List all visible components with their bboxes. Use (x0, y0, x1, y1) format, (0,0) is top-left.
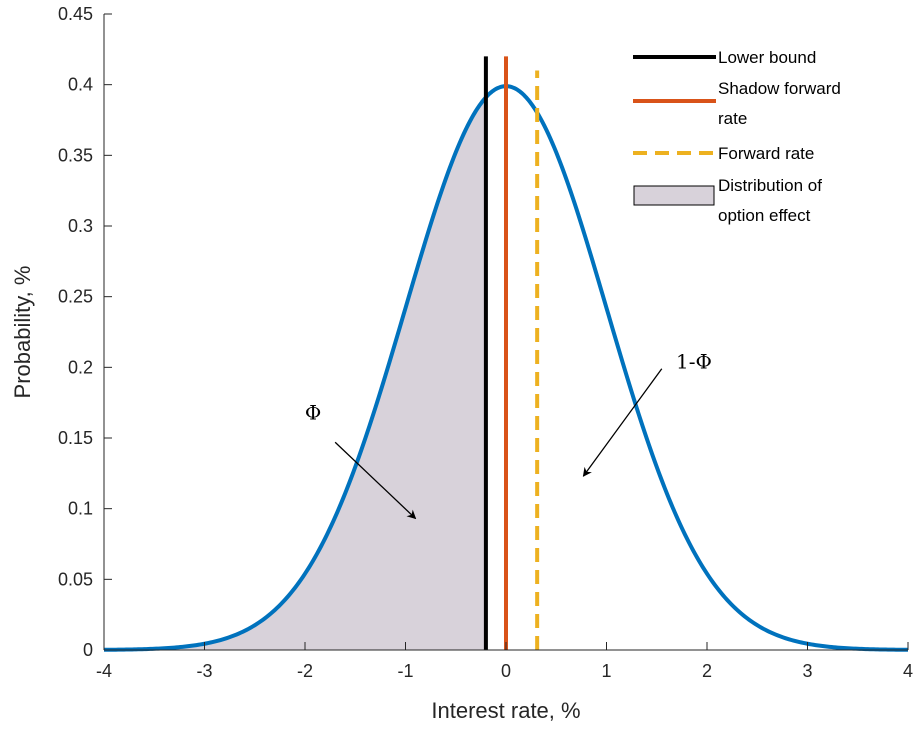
legend-label-distribution: Distribution of option effect (718, 176, 827, 225)
y-axis-title: Probability, % (10, 266, 35, 399)
annotation-arrow-phi (334, 441, 417, 520)
annotation-arrow-one-minus-phi (582, 368, 663, 477)
x-axis-title: Interest rate, % (431, 698, 580, 723)
annotation-label-phi: Φ (305, 401, 321, 425)
x-tick-label: -1 (397, 661, 413, 681)
lines-layer (103, 56, 909, 652)
legend-label-shadow-forward-rate-line2: rate (718, 109, 747, 128)
area-layer (104, 97, 486, 650)
y-tick-label: 0.2 (68, 357, 93, 377)
x-tick-label: 4 (903, 661, 913, 681)
x-tick-label: 0 (501, 661, 511, 681)
legend-label-lower-bound: Lower bound (718, 48, 816, 67)
x-tick-label: -2 (297, 661, 313, 681)
legend-label-shadow-forward-rate: Shadow forward rate (718, 79, 846, 128)
legend-label-shadow-forward-rate-line1: Shadow forward (718, 79, 841, 98)
x-tick-label: -3 (196, 661, 212, 681)
option-effect-area (104, 97, 486, 650)
y-tick-label: 0.4 (68, 75, 93, 95)
legend-label-forward-rate: Forward rate (718, 144, 814, 163)
legend: Lower bound Shadow forward rate Forward … (633, 48, 846, 225)
y-tick-label: 0 (83, 640, 93, 660)
x-tick-label: 3 (802, 661, 812, 681)
annotation-label-one-minus-phi: 1-Φ (676, 350, 712, 374)
y-tick-label: 0.45 (58, 4, 93, 24)
y-tick-label: 0.3 (68, 216, 93, 236)
legend-swatch-distribution (633, 185, 715, 206)
y-ticks: 0 0.05 0.1 0.15 0.2 0.25 0.3 0.35 0.4 0.45 (58, 4, 112, 660)
y-tick-label: 0.05 (58, 569, 93, 589)
y-tick-label: 0.35 (58, 145, 93, 165)
legend-label-distribution-line1: Distribution of (718, 176, 822, 195)
x-tick-label: 2 (702, 661, 712, 681)
y-tick-label: 0.25 (58, 287, 93, 307)
y-tick-label: 0.15 (58, 428, 93, 448)
annotations: Φ 1-Φ (305, 350, 712, 520)
x-tick-label: -4 (96, 661, 112, 681)
y-tick-label: 0.1 (68, 499, 93, 519)
x-ticks: -4 -3 -2 -1 0 1 2 3 4 (96, 642, 913, 681)
x-tick-label: 1 (601, 661, 611, 681)
legend-label-distribution-line2: option effect (718, 206, 811, 225)
